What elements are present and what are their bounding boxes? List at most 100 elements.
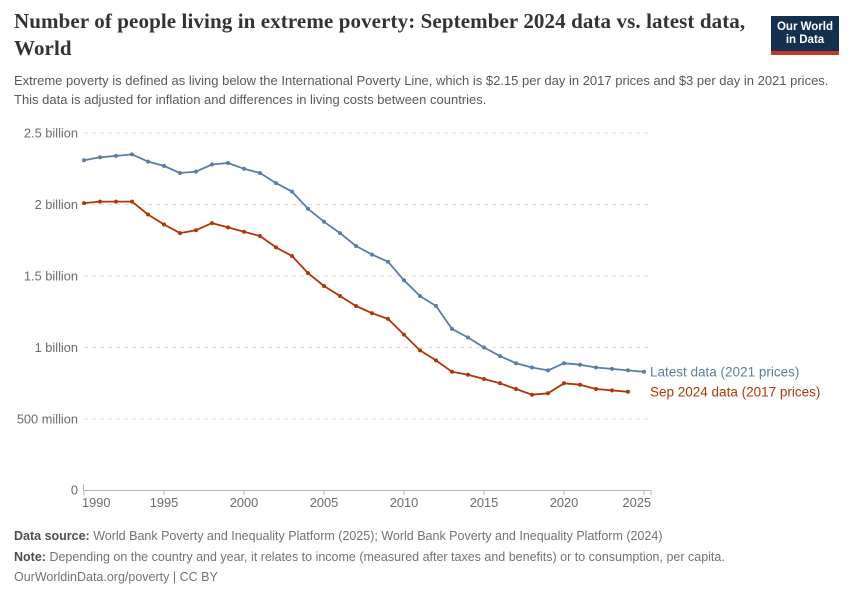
owid-logo: Our World in Data bbox=[771, 16, 839, 55]
data-point-marker-latest bbox=[242, 166, 246, 171]
data-point-marker-sep2024 bbox=[210, 221, 214, 226]
footer-datasource-line: Data source: World Bank Poverty and Ineq… bbox=[14, 526, 836, 547]
data-point-marker-latest bbox=[146, 159, 150, 164]
data-point-marker-sep2024 bbox=[562, 381, 566, 386]
y-axis-tick-label: 1 billion bbox=[35, 340, 78, 355]
legend-label-sep2024: Sep 2024 data (2017 prices) bbox=[650, 384, 820, 399]
data-point-marker-sep2024 bbox=[274, 245, 278, 250]
data-point-marker-latest bbox=[162, 163, 166, 168]
x-axis-tick-label: 1990 bbox=[82, 495, 110, 510]
data-point-marker-sep2024 bbox=[290, 254, 294, 258]
data-point-marker-sep2024 bbox=[402, 332, 406, 337]
data-point-marker-latest bbox=[194, 169, 198, 174]
chart-subtitle: Extreme poverty is defined as living bel… bbox=[14, 73, 829, 107]
x-axis-tick-label: 1995 bbox=[150, 495, 178, 510]
footer-license: CC BY bbox=[179, 570, 218, 584]
x-axis-tick-label: 2005 bbox=[310, 495, 338, 510]
data-point-marker-latest bbox=[594, 365, 598, 370]
data-point-marker-latest bbox=[178, 171, 182, 175]
y-axis-tick-label: 1.5 billion bbox=[24, 269, 78, 284]
data-point-marker-latest bbox=[322, 219, 326, 224]
data-point-marker-latest bbox=[306, 206, 310, 211]
data-point-marker-latest bbox=[370, 252, 374, 257]
legend-label-latest: Latest data (2021 prices) bbox=[650, 364, 799, 379]
data-point-marker-sep2024 bbox=[434, 358, 438, 363]
data-point-marker-sep2024 bbox=[546, 391, 550, 396]
data-point-marker-latest bbox=[114, 153, 118, 158]
data-point-marker-latest bbox=[418, 294, 422, 298]
data-point-marker-sep2024 bbox=[514, 387, 518, 391]
owid-logo-text: Our World in Data bbox=[771, 16, 839, 51]
x-axis-tick-label: 2010 bbox=[390, 495, 418, 510]
chart-footer: Data source: World Bank Poverty and Ineq… bbox=[14, 526, 836, 588]
data-point-marker-sep2024 bbox=[370, 311, 374, 316]
data-point-marker-sep2024 bbox=[178, 231, 182, 236]
y-axis-tick-label: 500 million bbox=[17, 412, 78, 427]
data-point-marker-sep2024 bbox=[530, 392, 534, 397]
footer-license-line: OurWorldinData.org/poverty | CC BY bbox=[14, 567, 836, 588]
data-point-marker-latest bbox=[354, 244, 358, 248]
y-axis-tick-label: 2.5 billion bbox=[24, 126, 78, 141]
data-point-marker-sep2024 bbox=[130, 199, 134, 204]
data-point-marker-sep2024 bbox=[258, 234, 262, 238]
data-point-marker-sep2024 bbox=[610, 388, 614, 393]
series-line-latest bbox=[83, 153, 645, 373]
data-point-marker-latest bbox=[210, 162, 214, 167]
data-point-marker-latest bbox=[626, 368, 630, 373]
data-point-marker-latest bbox=[130, 152, 134, 157]
data-point-marker-latest bbox=[482, 345, 486, 350]
data-point-marker-sep2024 bbox=[146, 212, 150, 217]
owid-logo-line2: in Data bbox=[785, 34, 825, 46]
data-point-marker-sep2024 bbox=[194, 228, 198, 233]
owid-logo-line1: Our World bbox=[776, 21, 833, 33]
data-point-marker-sep2024 bbox=[242, 229, 246, 234]
data-point-marker-latest bbox=[226, 161, 230, 165]
data-point-marker-latest bbox=[514, 361, 518, 366]
data-point-marker-sep2024 bbox=[578, 382, 582, 387]
footer-note-line: Note: Depending on the country and year,… bbox=[14, 547, 836, 568]
data-point-marker-latest bbox=[498, 354, 502, 359]
data-point-marker-latest bbox=[386, 259, 390, 264]
data-point-marker-latest bbox=[274, 181, 278, 186]
data-point-marker-sep2024 bbox=[386, 316, 390, 321]
series-line-sep2024 bbox=[83, 200, 629, 396]
x-axis-tick-label: 2015 bbox=[470, 495, 498, 510]
data-point-marker-sep2024 bbox=[594, 387, 598, 391]
data-point-marker-latest bbox=[450, 326, 454, 331]
x-axis-tick-label: 2025 bbox=[623, 495, 651, 510]
data-point-marker-latest bbox=[578, 362, 582, 367]
data-point-marker-sep2024 bbox=[626, 389, 630, 394]
data-point-marker-latest bbox=[338, 231, 342, 236]
data-point-marker-latest bbox=[562, 361, 566, 366]
footer-datasource-label: Data source: bbox=[14, 529, 90, 543]
data-point-marker-sep2024 bbox=[354, 304, 358, 308]
y-axis-tick-label: 0 bbox=[71, 483, 78, 498]
data-point-marker-latest bbox=[98, 155, 102, 160]
footer-separator: | bbox=[172, 570, 177, 584]
footer-url: OurWorldinData.org/poverty bbox=[14, 570, 170, 584]
data-point-marker-sep2024 bbox=[114, 199, 118, 204]
data-point-marker-latest bbox=[466, 335, 470, 340]
owid-logo-stripe bbox=[771, 51, 839, 55]
data-point-marker-latest bbox=[610, 366, 614, 371]
data-point-marker-sep2024 bbox=[98, 199, 102, 204]
data-point-marker-sep2024 bbox=[418, 348, 422, 353]
data-point-marker-sep2024 bbox=[226, 225, 230, 230]
data-point-marker-sep2024 bbox=[162, 222, 166, 227]
y-axis-tick-label: 2 billion bbox=[35, 197, 78, 212]
data-point-marker-sep2024 bbox=[322, 284, 326, 288]
data-point-marker-latest bbox=[402, 278, 406, 283]
data-point-marker-latest bbox=[82, 158, 86, 163]
footer-note-text: Depending on the country and year, it re… bbox=[49, 549, 725, 564]
footer-note-label: Note: bbox=[14, 549, 46, 564]
chart-title: Number of people living in extreme pover… bbox=[14, 9, 746, 60]
data-point-marker-latest bbox=[546, 368, 550, 373]
x-axis-tick-label: 2000 bbox=[230, 495, 258, 510]
data-point-marker-latest bbox=[258, 171, 262, 175]
data-point-marker-latest bbox=[642, 369, 646, 374]
data-point-marker-latest bbox=[434, 304, 438, 308]
data-point-marker-sep2024 bbox=[306, 271, 310, 276]
data-point-marker-latest bbox=[530, 365, 534, 370]
